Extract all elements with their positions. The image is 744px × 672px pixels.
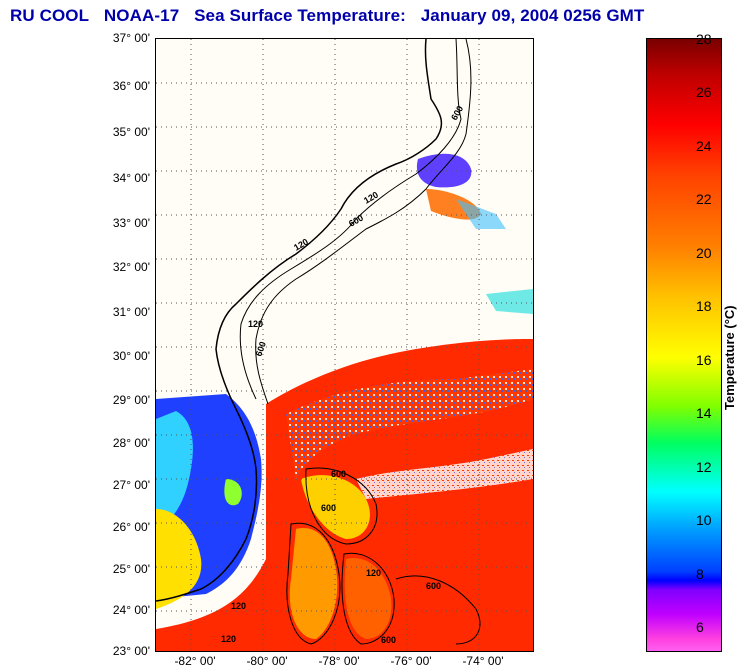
colorbar bbox=[646, 38, 722, 652]
bank-contour-3 bbox=[341, 552, 395, 645]
lat-label: 30° 00' bbox=[112, 349, 150, 363]
lat-label: 23° 00' bbox=[112, 644, 150, 658]
colorbar-title: Temperature (°C) bbox=[722, 305, 737, 410]
isobath-label: 600 bbox=[426, 581, 441, 591]
cloud-speckle-2 bbox=[356, 449, 533, 499]
bank-contour-4 bbox=[395, 575, 481, 645]
colorbar-tick: 14 bbox=[696, 405, 712, 421]
cool-filament bbox=[456, 199, 506, 229]
lon-label: -82° 00' bbox=[174, 654, 216, 668]
shelf-break-patch bbox=[486, 289, 533, 314]
map-title: RU COOL NOAA-17 Sea Surface Temperature:… bbox=[10, 6, 654, 26]
colorbar-tick: 8 bbox=[696, 566, 704, 582]
colorbar-tick: 24 bbox=[696, 138, 712, 154]
isobath-label: 120 bbox=[221, 634, 236, 644]
lon-label: -74° 00' bbox=[462, 654, 504, 668]
colorbar-tick: 10 bbox=[696, 512, 712, 528]
lat-label: 37° 00' bbox=[112, 31, 150, 45]
title-source: RU COOL bbox=[10, 6, 90, 25]
title-product: Sea Surface Temperature: bbox=[194, 6, 406, 25]
isobath-label: 120 bbox=[248, 319, 263, 329]
title-satellite: NOAA-17 bbox=[103, 6, 180, 25]
isobath-600 bbox=[255, 39, 472, 405]
lat-label: 32° 00' bbox=[112, 260, 150, 274]
isobath-label: 600 bbox=[381, 635, 396, 645]
lat-label: 27° 00' bbox=[112, 478, 150, 492]
colorbar-tick: 18 bbox=[696, 298, 712, 314]
lat-label: 25° 00' bbox=[112, 562, 150, 576]
coastline bbox=[156, 39, 443, 602]
lat-label: 36° 00' bbox=[112, 79, 150, 93]
sst-map-graphic: 600 120 600 120 120 600 600 600 120 120 … bbox=[156, 39, 533, 651]
bank-contour-2 bbox=[286, 522, 341, 645]
lon-label: -78° 00' bbox=[318, 654, 360, 668]
cloud-speckle bbox=[286, 369, 533, 479]
lat-label: 34° 00' bbox=[112, 171, 150, 185]
lon-label: -76° 00' bbox=[390, 654, 432, 668]
title-datetime: January 09, 2004 0256 GMT bbox=[420, 6, 645, 25]
lat-label: 35° 00' bbox=[112, 125, 150, 139]
isobath-label: 120 bbox=[231, 601, 246, 611]
colorbar-tick: 26 bbox=[696, 84, 712, 100]
lat-label: 24° 00' bbox=[112, 603, 150, 617]
little-bahama-bank bbox=[301, 475, 370, 539]
colorbar-tick: 22 bbox=[696, 191, 712, 207]
colorbar-tick: 28 bbox=[696, 31, 712, 47]
isobath-label: 600 bbox=[321, 503, 336, 513]
lat-label: 28° 00' bbox=[112, 436, 150, 450]
lat-label: 29° 00' bbox=[112, 393, 150, 407]
cool-patch-north bbox=[416, 153, 472, 188]
colorbar-tick: 12 bbox=[696, 459, 712, 475]
colorbar-tick: 6 bbox=[696, 619, 704, 635]
isobath-120 bbox=[239, 39, 462, 400]
graticule bbox=[156, 39, 533, 651]
lat-label: 26° 00' bbox=[112, 520, 150, 534]
isobath-label: 120 bbox=[366, 568, 381, 578]
keys-water bbox=[156, 509, 202, 609]
isobath-label: 600 bbox=[253, 340, 268, 358]
shelf-water-cyan bbox=[156, 411, 193, 529]
lake-okeechobee bbox=[224, 479, 242, 506]
lat-label: 33° 00' bbox=[112, 216, 150, 230]
bank-contour-1 bbox=[305, 467, 378, 545]
lat-label: 31° 00' bbox=[112, 305, 150, 319]
lon-label: -80° 00' bbox=[246, 654, 288, 668]
andros-bank bbox=[344, 558, 392, 639]
sst-map: 600 120 600 120 120 600 600 600 120 120 … bbox=[155, 38, 534, 652]
colorbar-tick: 20 bbox=[696, 245, 712, 261]
isobath-label: 600 bbox=[331, 469, 346, 479]
colorbar-tick: 16 bbox=[696, 352, 712, 368]
